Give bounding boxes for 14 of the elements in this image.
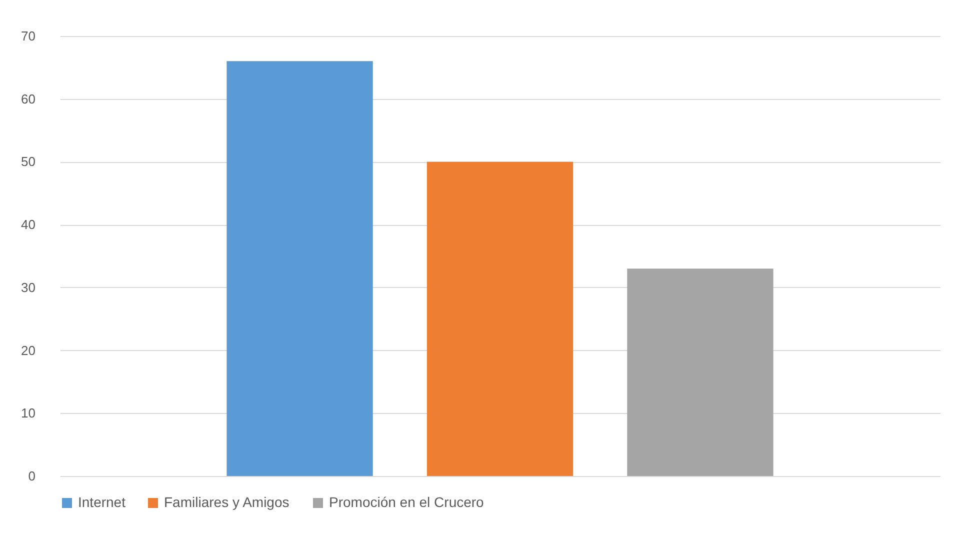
y-tick-label: 20 bbox=[21, 342, 36, 358]
legend-label: Internet bbox=[78, 494, 126, 510]
bar bbox=[627, 268, 774, 476]
y-tick-label: 60 bbox=[21, 91, 36, 106]
y-tick-label: 0 bbox=[28, 468, 36, 484]
y-tick-label: 70 bbox=[21, 28, 36, 44]
bar bbox=[426, 162, 574, 476]
y-tick-label: 10 bbox=[21, 406, 36, 421]
legend-label: Promoción en el Crucero bbox=[329, 494, 484, 510]
y-tick-label: 30 bbox=[21, 280, 36, 295]
y-tick-label: 50 bbox=[21, 154, 36, 170]
y-tick-label: 40 bbox=[21, 217, 36, 232]
bar bbox=[226, 61, 373, 476]
legend-label: Familiares y Amigos bbox=[164, 494, 290, 510]
